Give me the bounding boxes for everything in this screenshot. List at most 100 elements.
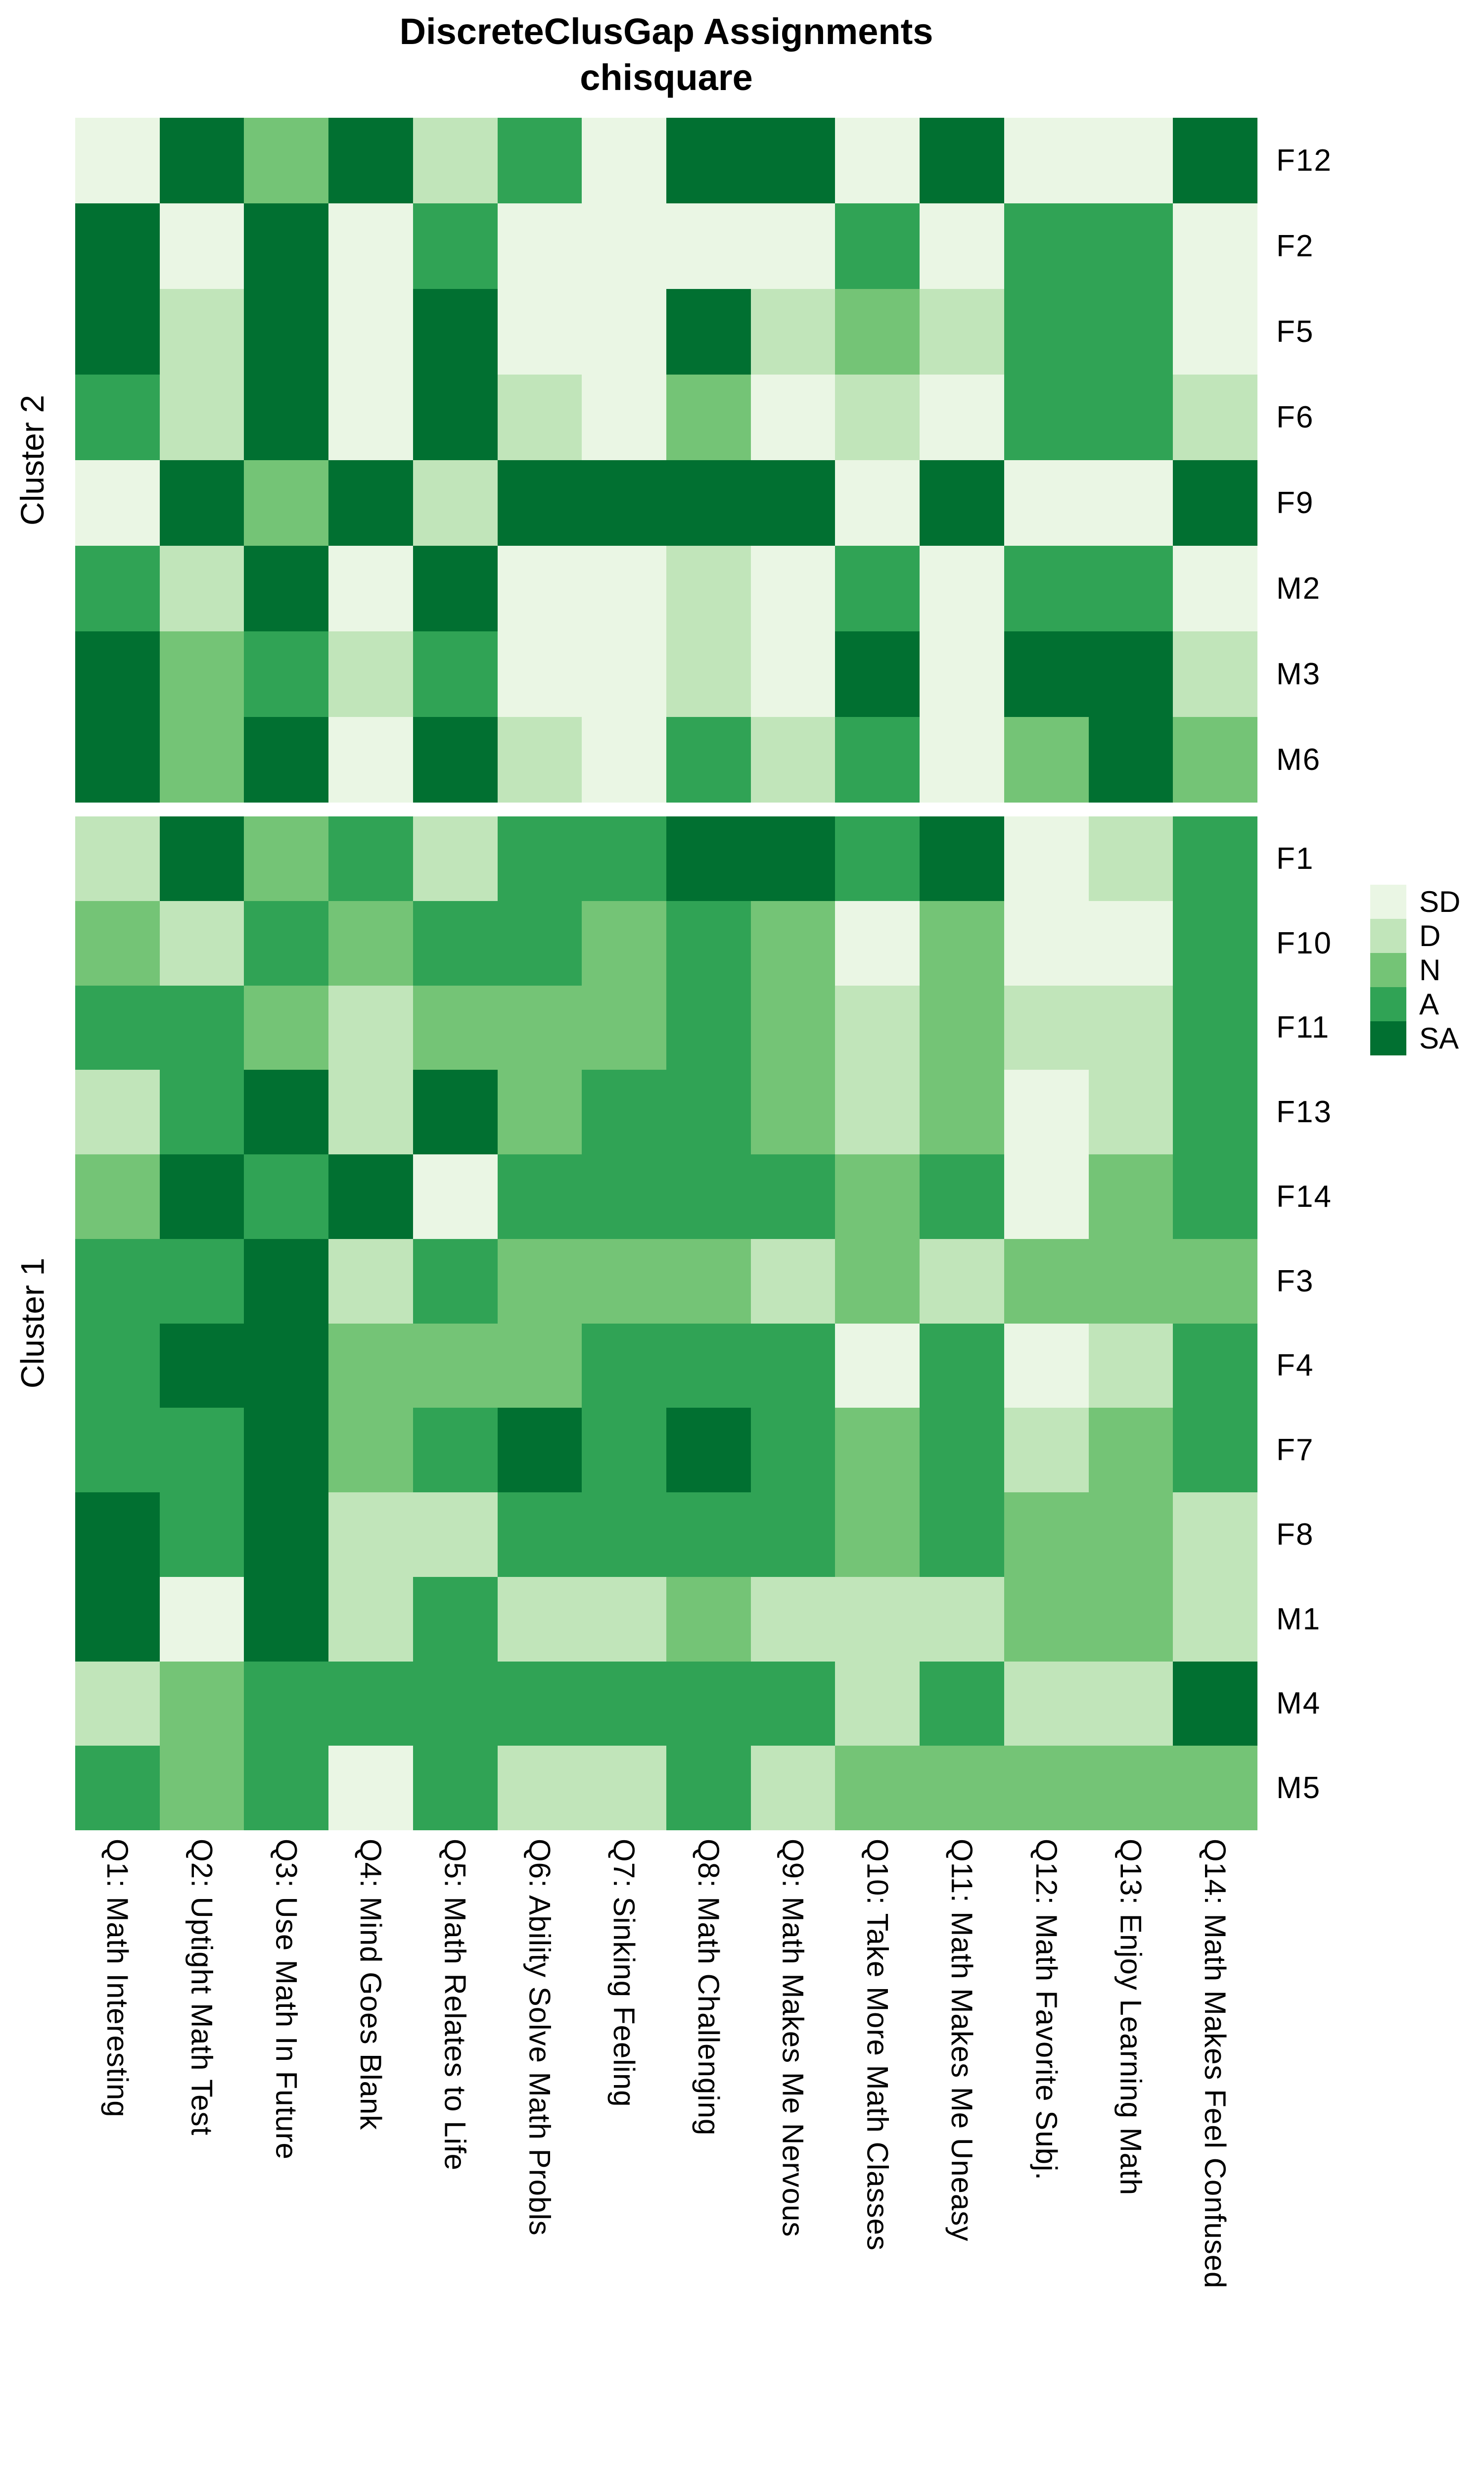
- row-label-M3: M3: [1276, 657, 1321, 691]
- heatmap-cell-F14-col10: [835, 1154, 920, 1239]
- heatmap-cell-F13-col5: [413, 1070, 498, 1154]
- heatmap-cell-F9-col1: [75, 460, 160, 546]
- heatmap-cell-M5-col7: [582, 1746, 666, 1830]
- heatmap-cell-M3-col11: [920, 631, 1004, 717]
- heatmap-cell-F10-col3: [244, 901, 329, 986]
- heatmap-cell-F13-col3: [244, 1070, 329, 1154]
- heatmap-cell-M2-col8: [666, 546, 751, 631]
- heatmap-cell-F2-col1: [75, 203, 160, 289]
- heatmap-cell-F11-col9: [750, 985, 835, 1070]
- heatmap-cell-F8-col14: [1173, 1492, 1257, 1577]
- heatmap-cell-F4-col12: [1004, 1323, 1089, 1408]
- heatmap-cell-F1-col8: [666, 816, 751, 901]
- heatmap-cell-F13-col2: [159, 1070, 244, 1154]
- row-label-F6: F6: [1276, 400, 1314, 434]
- heatmap-cell-F4-col14: [1173, 1323, 1257, 1408]
- heatmap-cell-F3-col1: [75, 1238, 160, 1324]
- row-label-M5: M5: [1276, 1771, 1321, 1806]
- heatmap-cell-F1-col12: [1004, 816, 1089, 901]
- heatmap-cell-F10-col1: [75, 901, 160, 986]
- heatmap-cell-M3-col5: [413, 631, 498, 717]
- heatmap-cell-F9-col7: [582, 460, 666, 546]
- heatmap-cell-M3-col12: [1004, 631, 1089, 717]
- legend-label-N: N: [1419, 953, 1441, 987]
- column-label-slot-9: Q9: Math Makes Me Nervous: [751, 1839, 835, 2472]
- heatmap-cell-F11-col13: [1088, 985, 1173, 1070]
- heatmap-cell-F9-col6: [497, 460, 582, 546]
- heatmap-cell-F2-col10: [835, 203, 920, 289]
- heatmap-cell-F2-col13: [1088, 203, 1173, 289]
- heatmap-cell-M6-col3: [244, 717, 329, 803]
- heatmap-cell-F13-col8: [666, 1070, 751, 1154]
- column-label-slot-5: Q5: Math Relates to Life: [413, 1839, 498, 2472]
- heatmap-cell-F8-col11: [920, 1492, 1004, 1577]
- heatmap-cell-M2-col1: [75, 546, 160, 631]
- heatmap-cell-M5-col11: [920, 1746, 1004, 1830]
- heatmap-cell-F5-col7: [582, 289, 666, 375]
- heatmap-cell-F12-col5: [413, 118, 498, 203]
- heatmap-cell-F8-col9: [750, 1492, 835, 1577]
- heatmap-cell-M6-col7: [582, 717, 666, 803]
- heatmap-cell-M6-col8: [666, 717, 751, 803]
- heatmap-cell-F3-col4: [328, 1238, 413, 1324]
- heatmap-cell-F11-col7: [582, 985, 666, 1070]
- heatmap-cell-M2-col6: [497, 546, 582, 631]
- heatmap-cell-M6-col4: [328, 717, 413, 803]
- heatmap-cell-F7-col13: [1088, 1408, 1173, 1492]
- heatmap-cell-F13-col12: [1004, 1070, 1089, 1154]
- heatmap-cell-F8-col8: [666, 1492, 751, 1577]
- column-label-14: Q14: Math Makes Feel Confused: [1199, 1839, 1232, 2289]
- heatmap-cell-M1-col10: [835, 1576, 920, 1662]
- legend-label-SA: SA: [1419, 1022, 1459, 1055]
- heatmap-cell-F12-col6: [497, 118, 582, 203]
- heatmap-cell-F2-col5: [413, 203, 498, 289]
- row-label-F9: F9: [1276, 486, 1314, 520]
- chart-title: DiscreteClusGap Assignments chisquare: [75, 9, 1257, 100]
- heatmap-cell-F7-col5: [413, 1408, 498, 1492]
- heatmap-cell-F4-col2: [159, 1323, 244, 1408]
- heatmap-cell-M1-col7: [582, 1576, 666, 1662]
- heatmap-cell-F7-col2: [159, 1408, 244, 1492]
- heatmap-cell-M4-col4: [328, 1661, 413, 1746]
- row-label-M2: M2: [1276, 571, 1321, 606]
- heatmap-cell-M5-col9: [750, 1746, 835, 1830]
- heatmap-cell-F7-col6: [497, 1408, 582, 1492]
- column-label-10: Q10: Take More Math Classes: [861, 1839, 894, 2251]
- heatmap-cell-F13-col4: [328, 1070, 413, 1154]
- column-label-slot-3: Q3: Use Math In Future: [244, 1839, 328, 2472]
- heatmap-cell-F10-col12: [1004, 901, 1089, 986]
- heatmap-cell-F9-col10: [835, 460, 920, 546]
- row-label-F5: F5: [1276, 315, 1314, 349]
- heatmap-cell-F4-col11: [920, 1323, 1004, 1408]
- heatmap-cell-F3-col5: [413, 1238, 498, 1324]
- heatmap-cell-F5-col12: [1004, 289, 1089, 375]
- legend-label-SD: SD: [1419, 885, 1461, 918]
- heatmap-cell-F11-col12: [1004, 985, 1089, 1070]
- heatmap-cell-M1-col11: [920, 1576, 1004, 1662]
- heatmap-grid-cluster-2: [75, 118, 1257, 803]
- heatmap-cell-F8-col12: [1004, 1492, 1089, 1577]
- heatmap-cell-F1-col1: [75, 816, 160, 901]
- heatmap-cell-F10-col6: [497, 901, 582, 986]
- heatmap-cell-M3-col9: [750, 631, 835, 717]
- row-label-F8: F8: [1276, 1517, 1314, 1552]
- heatmap-cell-F4-col13: [1088, 1323, 1173, 1408]
- row-labels-cluster-1: F1 F10 F11 F13 F14 F3 F4 F7 F8 M1 M4 M5: [1276, 816, 1474, 1830]
- heatmap-cell-F14-col3: [244, 1154, 329, 1239]
- legend-label-D: D: [1419, 919, 1441, 952]
- heatmap-cell-F5-col11: [920, 289, 1004, 375]
- heatmap-cell-F9-col14: [1173, 460, 1257, 546]
- heatmap-cell-F13-col1: [75, 1070, 160, 1154]
- column-label-4: Q4: Mind Goes Blank: [354, 1839, 388, 2131]
- row-label-F10: F10: [1276, 926, 1332, 960]
- heatmap-cell-F5-col4: [328, 289, 413, 375]
- heatmap-cell-M5-col4: [328, 1746, 413, 1830]
- heatmap-cell-M4-col8: [666, 1661, 751, 1746]
- heatmap-cell-F6-col1: [75, 375, 160, 460]
- heatmap-cell-M1-col3: [244, 1576, 329, 1662]
- heatmap-cell-F1-col9: [750, 816, 835, 901]
- heatmap-cell-M3-col6: [497, 631, 582, 717]
- column-label-slot-2: Q2: Uptight Math Test: [160, 1839, 244, 2472]
- column-label-3: Q3: Use Math In Future: [270, 1839, 303, 2160]
